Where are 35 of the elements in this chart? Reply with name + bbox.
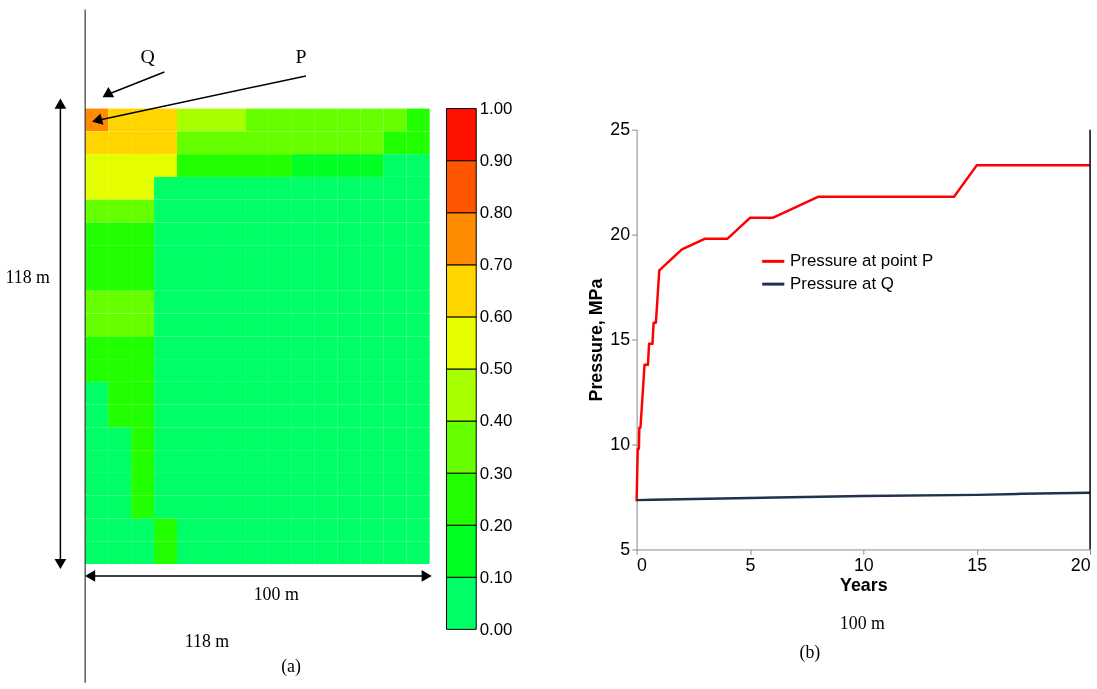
color-bar-label: 0.80 (479, 203, 513, 223)
color-bar-label: 0.20 (479, 515, 513, 535)
y-tick-label: 5 (620, 538, 631, 559)
text: (b) (799, 642, 821, 664)
color-bar-label: 0.70 (479, 255, 513, 275)
color-bar-label: 1.00 (479, 99, 513, 119)
color-bar-label: 0.50 (479, 359, 513, 379)
text: P (295, 45, 307, 68)
line-series (635, 164, 1092, 503)
color-bar-label: 0.40 (479, 411, 513, 431)
y-tick-label: 20 (610, 224, 631, 245)
text: 100 m (839, 612, 886, 633)
text: 118 m (184, 631, 230, 652)
text: 100 m (253, 583, 299, 604)
color-bar-label: 0.30 (479, 463, 513, 483)
color-bar-label: 0.00 (479, 619, 513, 639)
y-tick-label: 25 (610, 119, 631, 140)
x-axis-title: Years (840, 574, 888, 595)
text: 118 m (5, 266, 51, 287)
line-series (635, 491, 1092, 502)
x-tick-label: 10 (853, 554, 874, 575)
x-tick-label: 20 (1070, 554, 1091, 575)
text: Q (140, 45, 155, 68)
color-bar-label: 0.10 (479, 567, 513, 587)
x-tick-label: 5 (745, 554, 756, 575)
x-tick-label: 0 (637, 554, 648, 575)
y-tick-label: 15 (610, 329, 631, 350)
y-tick-label: 10 (610, 433, 631, 454)
legend-label: Pressure at point P (790, 251, 934, 271)
y-axis-title: Pressure, MPa (586, 277, 607, 402)
color-bar-label: 0.90 (479, 151, 513, 171)
text: (a) (281, 655, 302, 677)
x-tick-label: 15 (967, 554, 988, 575)
legend-label: Pressure at Q (790, 274, 894, 294)
color-bar-label: 0.60 (479, 307, 513, 327)
